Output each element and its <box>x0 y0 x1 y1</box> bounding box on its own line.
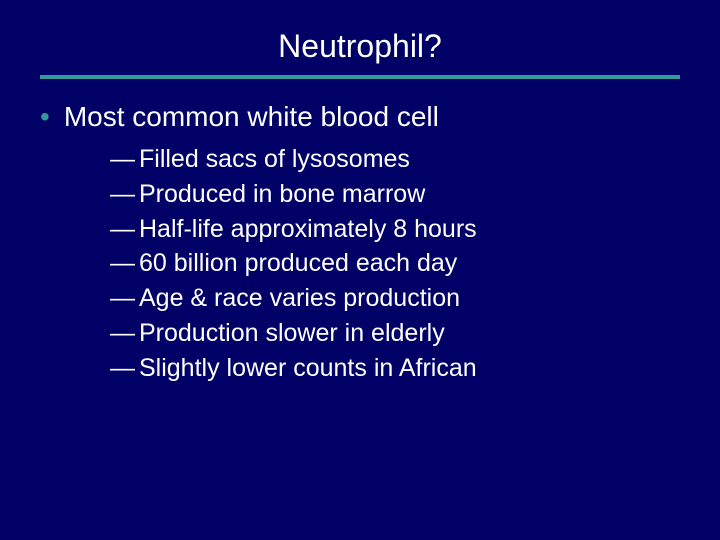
sub-bullet-item: — Age & race varies production <box>110 282 680 316</box>
sub-bullet-item: — Produced in bone marrow <box>110 178 680 212</box>
dash-marker-icon: — <box>110 178 135 212</box>
dash-marker-icon: — <box>110 282 135 316</box>
sub-bullet-item: — Filled sacs of lysosomes <box>110 143 680 177</box>
dash-marker-icon: — <box>110 213 135 247</box>
sub-bullet-item: — Slightly lower counts in African <box>110 352 680 386</box>
dash-marker-icon: — <box>110 247 135 281</box>
sub-bullet-item: — 60 billion produced each day <box>110 247 680 281</box>
sub-bullet-text: Filled sacs of lysosomes <box>139 143 410 177</box>
title-area: Neutrophil? <box>0 0 720 75</box>
dash-marker-icon: — <box>110 317 135 351</box>
bullet-marker-icon: • <box>40 103 50 131</box>
sub-bullet-item: — Production slower in elderly <box>110 317 680 351</box>
main-bullet-text: Most common white blood cell <box>64 101 439 133</box>
main-bullet: • Most common white blood cell <box>40 101 680 133</box>
sub-bullet-text: Produced in bone marrow <box>139 178 425 212</box>
sub-bullet-text: Slightly lower counts in African <box>139 352 477 386</box>
sub-bullet-text: Half-life approximately 8 hours <box>139 213 477 247</box>
slide-title: Neutrophil? <box>0 28 720 65</box>
dash-marker-icon: — <box>110 352 135 386</box>
slide-content: • Most common white blood cell — Filled … <box>0 79 720 385</box>
slide: Neutrophil? • Most common white blood ce… <box>0 0 720 540</box>
sub-bullet-text: Production slower in elderly <box>139 317 445 351</box>
sub-bullet-list: — Filled sacs of lysosomes — Produced in… <box>40 143 680 385</box>
dash-marker-icon: — <box>110 143 135 177</box>
sub-bullet-text: 60 billion produced each day <box>139 247 457 281</box>
sub-bullet-text: Age & race varies production <box>139 282 460 316</box>
sub-bullet-item: — Half-life approximately 8 hours <box>110 213 680 247</box>
